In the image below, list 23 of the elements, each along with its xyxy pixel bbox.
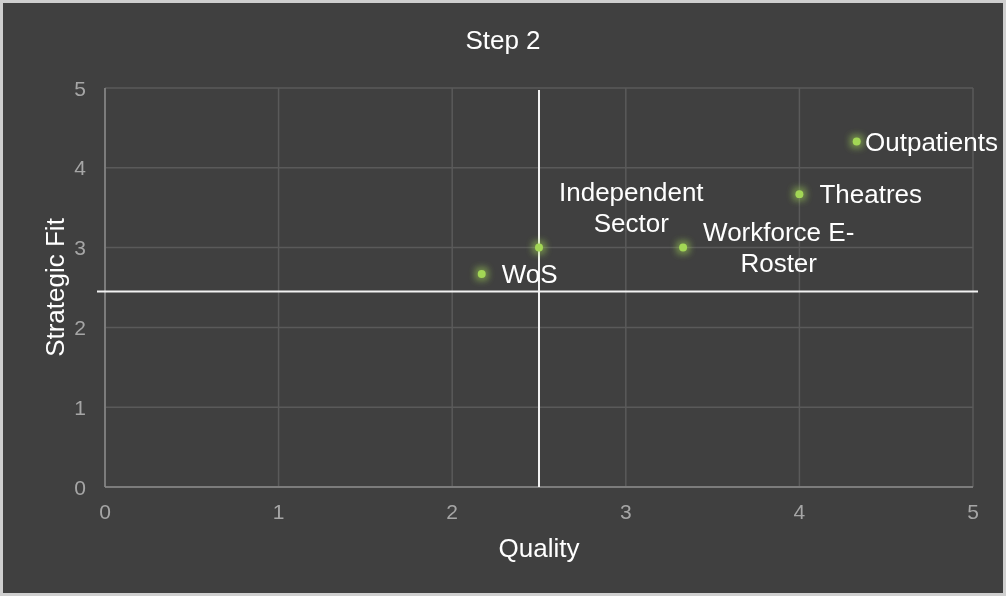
chart-title: Step 2	[465, 25, 541, 55]
point	[852, 137, 861, 146]
y-tick-label: 4	[74, 156, 87, 180]
x-tick-label: 4	[793, 500, 806, 523]
y-tick-label: 5	[74, 76, 86, 100]
y-tick-label: 2	[74, 315, 86, 339]
annotation: Outpatients	[865, 126, 999, 157]
y-axis-title: Strategic Fit	[40, 217, 70, 357]
x-tick-label: 0	[99, 500, 111, 523]
y-tick-label: 0	[74, 475, 86, 499]
y-tick-label: 3	[74, 236, 86, 260]
x-axis-title: Quality	[498, 533, 580, 563]
annotation: Theatres	[819, 179, 923, 210]
annotation: Workforce E-Roster	[703, 217, 855, 279]
x-tick-label: 2	[446, 500, 459, 523]
point	[795, 190, 804, 199]
point	[535, 243, 543, 252]
x-tick-label: 3	[619, 500, 632, 523]
point	[679, 243, 688, 252]
point	[477, 269, 486, 278]
x-tick-label: 5	[967, 500, 979, 523]
x-tick-label: 1	[272, 500, 285, 523]
y-tick-label: 1	[74, 395, 86, 419]
